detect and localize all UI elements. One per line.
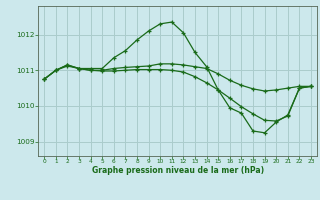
- X-axis label: Graphe pression niveau de la mer (hPa): Graphe pression niveau de la mer (hPa): [92, 166, 264, 175]
